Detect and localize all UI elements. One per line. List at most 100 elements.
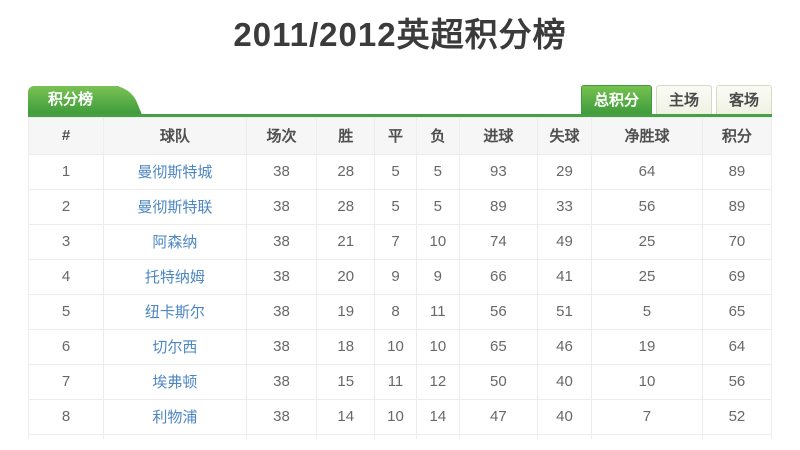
stat-cell: 10	[374, 328, 417, 365]
stat-cell: 64	[591, 153, 703, 190]
stat-cell: 41	[536, 258, 593, 295]
stat-cell: 15	[316, 363, 376, 400]
stat-cell: 19	[591, 328, 703, 365]
stat-cell: 89	[701, 188, 772, 225]
empty-cell	[701, 433, 772, 439]
stat-cell: 28	[316, 188, 376, 225]
rank-cell: 4	[28, 258, 105, 295]
column-header-5: 负	[415, 116, 460, 155]
stat-cell: 40	[536, 398, 593, 435]
team-cell: 纽卡斯尔	[103, 293, 247, 330]
team-link[interactable]: 曼彻斯特联	[137, 199, 213, 217]
empty-cell	[536, 433, 593, 439]
empty-cell	[103, 433, 247, 439]
tab-standings-label: 积分榜	[48, 90, 94, 108]
stat-cell: 66	[458, 258, 538, 295]
team-link[interactable]: 纽卡斯尔	[144, 304, 205, 322]
stat-cell: 50	[458, 363, 538, 400]
tab-standings[interactable]: 积分榜	[28, 85, 120, 114]
table-row: 8 利物浦 38 14 10 14 47 40 7 52	[28, 398, 772, 435]
stat-cell: 12	[415, 363, 460, 400]
stat-cell: 10	[591, 363, 703, 400]
table-row-clipped	[28, 433, 772, 439]
team-cell: 曼彻斯特城	[103, 153, 247, 190]
empty-cell	[458, 433, 538, 439]
stat-cell: 28	[316, 153, 376, 190]
stat-cell: 8	[374, 293, 417, 330]
table-row: 5 纽卡斯尔 38 19 8 11 56 51 5 65	[28, 293, 772, 330]
stat-cell: 38	[245, 223, 318, 260]
stat-cell: 52	[701, 398, 772, 435]
stat-cell: 5	[591, 293, 703, 330]
stat-cell: 74	[458, 223, 538, 260]
team-link[interactable]: 切尔西	[152, 339, 198, 357]
empty-cell	[245, 433, 318, 439]
stat-cell: 5	[374, 153, 417, 190]
page-title: 2011/2012英超积分榜	[233, 16, 567, 53]
stat-cell: 56	[591, 188, 703, 225]
team-link[interactable]: 埃弗顿	[152, 374, 198, 392]
stat-cell: 11	[415, 293, 460, 330]
team-link[interactable]: 阿森纳	[152, 234, 198, 252]
tab-bar: 积分榜 总积分 主场 客场	[28, 84, 772, 117]
stat-cell: 49	[536, 223, 593, 260]
table-row: 2 曼彻斯特联 38 28 5 5 89 33 56 89	[28, 188, 772, 225]
stat-cell: 9	[415, 258, 460, 295]
stat-cell: 38	[245, 293, 318, 330]
filter-button-total[interactable]: 总积分	[580, 84, 652, 114]
stat-cell: 56	[458, 293, 538, 330]
content: 积分榜 总积分 主场 客场 # 球队 场次胜平负进球 失球 净胜球 积分 1 曼彻斯特城 38 28…	[28, 84, 772, 439]
stat-cell: 7	[591, 398, 703, 435]
stat-cell: 21	[316, 223, 376, 260]
stat-cell: 65	[458, 328, 538, 365]
stat-cell: 64	[701, 328, 772, 365]
rank-cell: 6	[28, 328, 105, 365]
stat-cell: 38	[245, 188, 318, 225]
stat-cell: 89	[701, 153, 772, 190]
column-header-1: 球队	[103, 116, 247, 155]
column-header-9: 积分	[701, 116, 772, 155]
stat-cell: 10	[415, 223, 460, 260]
stat-cell: 7	[374, 223, 417, 260]
stat-cell: 19	[316, 293, 376, 330]
filter-buttons: 总积分 主场 客场	[580, 84, 772, 114]
team-link[interactable]: 曼彻斯特城	[137, 164, 213, 182]
stat-cell: 10	[374, 398, 417, 435]
stat-cell: 38	[245, 398, 318, 435]
column-header-2: 场次	[245, 116, 318, 155]
stat-cell: 93	[458, 153, 538, 190]
page: 2011/2012英超积分榜 积分榜 总积分 主场 客场 # 球队 场次胜平负进球 失球净…	[0, 16, 800, 439]
standings-table: # 球队 场次胜平负进球 失球 净胜球 积分 1 曼彻斯特城 38 28 5 5 93 29 64 89 2 曼…	[28, 116, 772, 439]
team-cell: 阿森纳	[103, 223, 247, 260]
stat-cell: 47	[458, 398, 538, 435]
team-link[interactable]: 托特纳姆	[144, 269, 205, 287]
stat-cell: 89	[458, 188, 538, 225]
stat-cell: 56	[701, 363, 772, 400]
filter-button-home[interactable]: 主场	[655, 84, 712, 114]
empty-cell	[374, 433, 417, 439]
column-header-3: 胜	[316, 116, 376, 155]
stat-cell: 46	[536, 328, 593, 365]
team-cell: 埃弗顿	[103, 363, 247, 400]
rank-cell: 2	[28, 188, 105, 225]
empty-cell	[28, 433, 105, 439]
empty-cell	[316, 433, 376, 439]
stat-cell: 9	[374, 258, 417, 295]
rank-cell: 7	[28, 363, 105, 400]
stat-cell: 65	[701, 293, 772, 330]
column-header-4: 平	[374, 116, 417, 155]
stat-cell: 11	[374, 363, 417, 400]
stat-cell: 18	[316, 328, 376, 365]
stat-cell: 20	[316, 258, 376, 295]
empty-cell	[591, 433, 703, 439]
stat-cell: 33	[536, 188, 593, 225]
rank-cell: 1	[28, 153, 105, 190]
table-header-row: # 球队 场次胜平负进球 失球 净胜球 积分	[28, 116, 772, 155]
empty-cell	[415, 433, 460, 439]
rank-cell: 8	[28, 398, 105, 435]
filter-button-away[interactable]: 客场	[715, 84, 772, 114]
team-link[interactable]: 利物浦	[152, 409, 198, 427]
team-cell: 切尔西	[103, 328, 247, 365]
column-header-7: 失球	[536, 116, 593, 155]
standings-table-wrap: # 球队 场次胜平负进球 失球 净胜球 积分 1 曼彻斯特城 38 28 5 5 93 29 64 89 2 曼…	[28, 116, 772, 439]
